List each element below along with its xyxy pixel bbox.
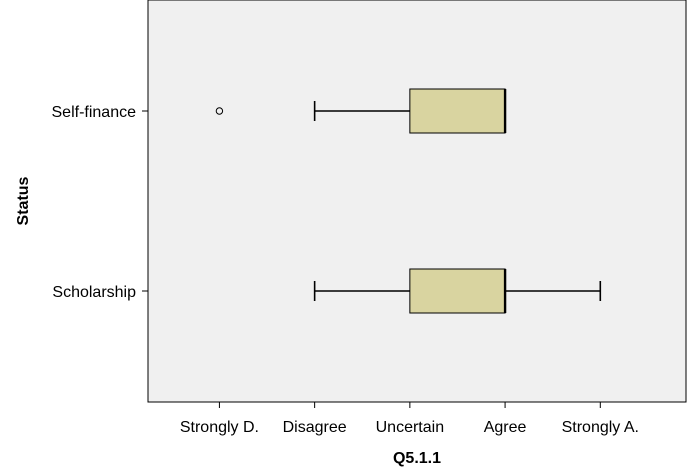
y-tick-label: Self-finance [52,104,137,121]
y-axis-title: Status [15,176,32,225]
y-axis: Self-finance Scholarship [52,104,148,301]
x-tick-label: Disagree [283,419,347,436]
x-tick-label: Strongly A. [562,419,639,436]
iqr-box [409,88,506,134]
x-tick-label: Agree [484,419,527,436]
x-axis: Strongly D. Disagree Uncertain Agree Strongl… [180,402,639,436]
x-tick-label: Strongly D. [180,419,259,436]
plot-area [147,0,687,403]
x-axis-title: Q5.1.1 [393,450,441,467]
iqr-box [409,268,506,314]
box-self-finance [215,88,507,134]
outlier-point [215,107,224,115]
x-tick-label: Uncertain [376,419,444,436]
box-scholarship [313,268,602,314]
y-tick-label: Scholarship [52,284,136,301]
boxes-layer [215,88,602,314]
